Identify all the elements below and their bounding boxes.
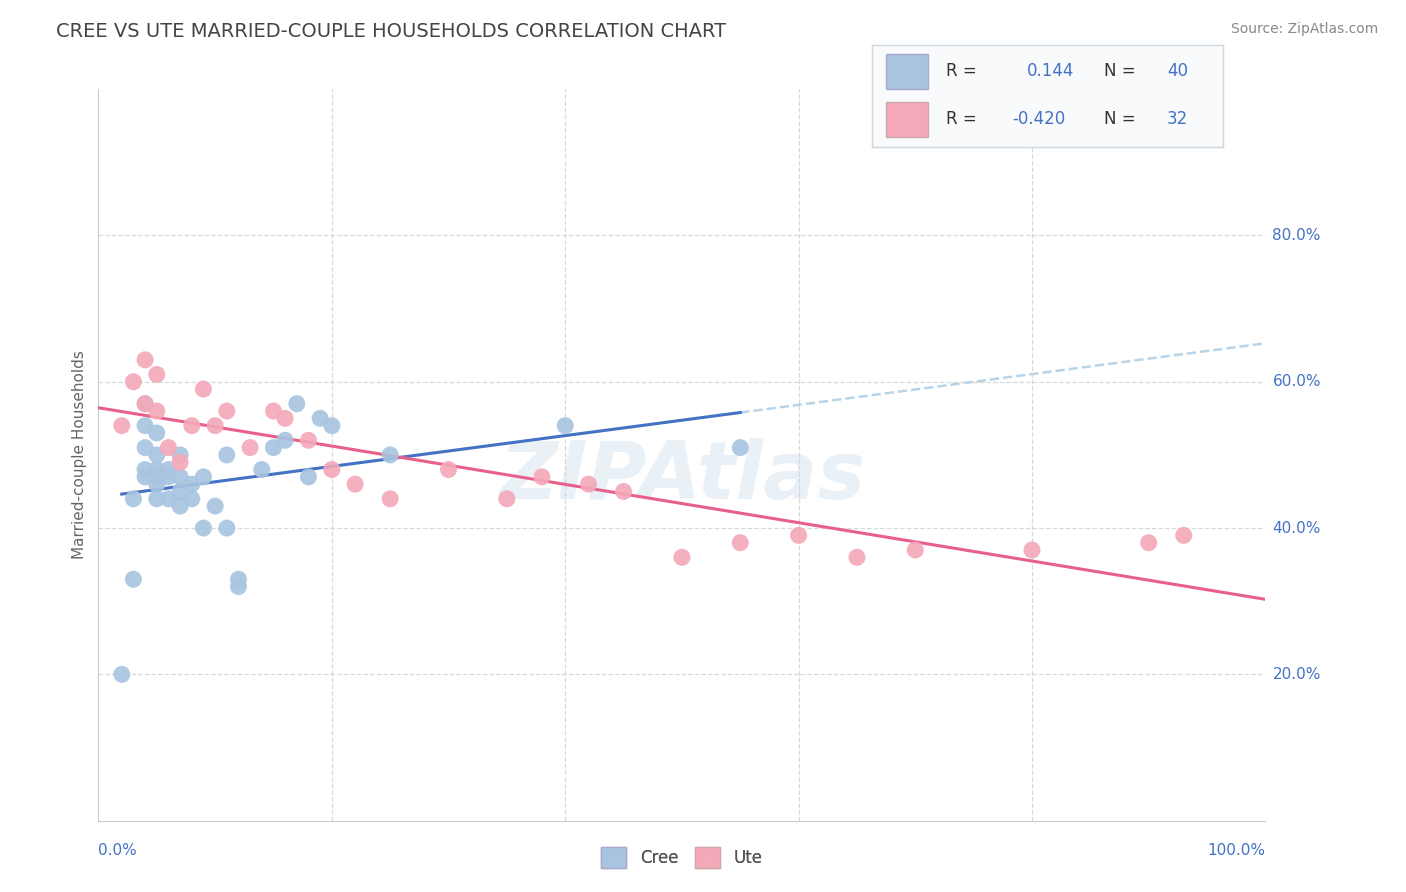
Point	[787, 528, 810, 542]
Text: N =: N =	[1104, 62, 1135, 80]
Point	[671, 550, 693, 565]
Point	[730, 441, 752, 455]
Point	[204, 499, 226, 513]
Point	[146, 462, 169, 476]
Point	[321, 462, 343, 476]
Point	[134, 441, 156, 455]
Text: R =: R =	[946, 111, 976, 128]
Point	[578, 477, 600, 491]
Point	[193, 382, 215, 396]
Text: -0.420: -0.420	[1012, 111, 1066, 128]
Point	[134, 418, 156, 433]
Point	[495, 491, 517, 506]
Point	[193, 470, 215, 484]
Text: 32: 32	[1167, 111, 1188, 128]
Text: N =: N =	[1104, 111, 1135, 128]
Text: ZIPAtlas: ZIPAtlas	[499, 438, 865, 516]
Text: 0.144: 0.144	[1026, 62, 1074, 80]
Text: CREE VS UTE MARRIED-COUPLE HOUSEHOLDS CORRELATION CHART: CREE VS UTE MARRIED-COUPLE HOUSEHOLDS CO…	[56, 22, 727, 41]
Point	[904, 543, 927, 558]
Point	[122, 572, 145, 586]
Point	[146, 368, 169, 382]
Point	[157, 491, 180, 506]
Point	[169, 499, 191, 513]
Point	[157, 470, 180, 484]
Point	[274, 434, 297, 448]
Point	[215, 448, 238, 462]
Point	[122, 491, 145, 506]
Point	[250, 462, 273, 476]
Point	[169, 470, 191, 484]
Text: 40.0%: 40.0%	[1272, 521, 1320, 535]
FancyBboxPatch shape	[886, 54, 928, 88]
Point	[146, 477, 169, 491]
Point	[437, 462, 460, 476]
Point	[239, 441, 262, 455]
Point	[530, 470, 553, 484]
Point	[134, 397, 156, 411]
Point	[344, 477, 367, 491]
Point	[845, 550, 868, 565]
Point	[297, 470, 319, 484]
Point	[157, 462, 180, 476]
Point	[169, 455, 191, 469]
Text: 40: 40	[1167, 62, 1188, 80]
Point	[204, 418, 226, 433]
Point	[180, 491, 202, 506]
Point	[122, 375, 145, 389]
Text: Source: ZipAtlas.com: Source: ZipAtlas.com	[1230, 22, 1378, 37]
Point	[193, 521, 215, 535]
Point	[215, 404, 238, 418]
Point	[146, 470, 169, 484]
Text: 0.0%: 0.0%	[98, 843, 138, 858]
Text: 60.0%: 60.0%	[1272, 375, 1320, 389]
Point	[146, 491, 169, 506]
FancyBboxPatch shape	[886, 102, 928, 137]
Point	[157, 441, 180, 455]
Point	[228, 580, 250, 594]
Point	[146, 448, 169, 462]
Point	[146, 425, 169, 440]
Point	[274, 411, 297, 425]
Y-axis label: Married-couple Households: Married-couple Households	[72, 351, 87, 559]
Point	[169, 484, 191, 499]
Point	[111, 418, 134, 433]
Point	[180, 477, 202, 491]
Point	[262, 404, 284, 418]
Point	[262, 441, 284, 455]
Point	[111, 667, 134, 681]
Point	[1137, 535, 1160, 549]
Point	[378, 491, 402, 506]
Point	[554, 418, 576, 433]
Point	[134, 470, 156, 484]
Text: 80.0%: 80.0%	[1272, 228, 1320, 243]
Point	[378, 448, 402, 462]
Point	[321, 418, 343, 433]
Point	[146, 404, 169, 418]
Point	[297, 434, 319, 448]
Point	[134, 397, 156, 411]
Text: 20.0%: 20.0%	[1272, 667, 1320, 681]
Point	[180, 418, 202, 433]
Text: 100.0%: 100.0%	[1208, 843, 1265, 858]
Point	[134, 462, 156, 476]
Point	[169, 448, 191, 462]
Legend: Cree, Ute: Cree, Ute	[595, 841, 769, 874]
Point	[134, 352, 156, 367]
Point	[730, 535, 752, 549]
Point	[1173, 528, 1195, 542]
Point	[309, 411, 332, 425]
Point	[215, 521, 238, 535]
Point	[1021, 543, 1043, 558]
Point	[612, 484, 634, 499]
Text: R =: R =	[946, 62, 976, 80]
Point	[285, 397, 308, 411]
Point	[228, 572, 250, 586]
